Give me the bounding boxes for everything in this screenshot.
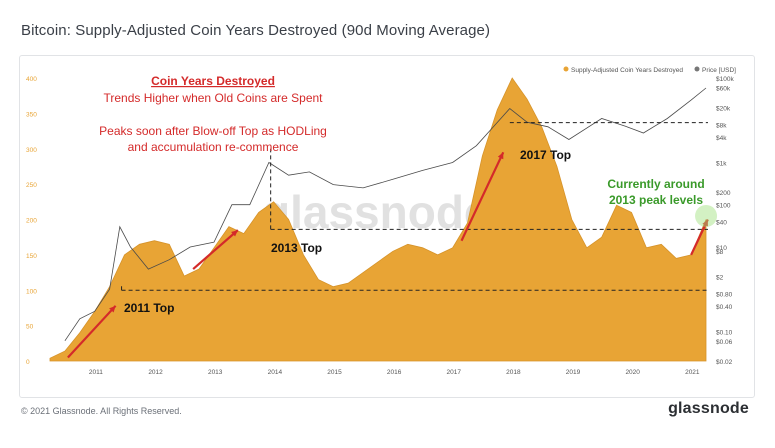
left-axis-tick-label: 300: [26, 147, 37, 154]
annotation-line2: Peaks soon after Blow-off Top as HODLing: [99, 124, 327, 138]
arrow-2017-head: [497, 152, 504, 160]
left-axis-tick-label: 50: [26, 324, 34, 331]
right-axis-tick-label: $8: [716, 249, 724, 256]
annotation-2011-top: 2011 Top: [124, 301, 174, 315]
arrow-2011-head: [109, 305, 116, 313]
right-axis-tick-label: $20k: [716, 106, 731, 113]
right-axis-tick-label: $60k: [716, 85, 731, 92]
right-axis-tick-label: $0.80: [716, 291, 733, 298]
right-axis-tick-label: $0.40: [716, 304, 733, 311]
right-axis-tick-label: $0.10: [716, 329, 733, 336]
annotation-current-1: Currently around: [607, 177, 704, 191]
right-axis-tick-label: $200: [716, 190, 731, 197]
x-axis-tick-label: 2018: [506, 369, 521, 376]
right-axis-tick-label: $10: [716, 245, 727, 252]
copyright-text: © 2021 Glassnode. All Rights Reserved.: [21, 406, 182, 416]
right-axis-tick-label: $100k: [716, 76, 734, 83]
arrow-2021-head: [702, 219, 708, 227]
left-axis-tick-label: 400: [26, 76, 37, 83]
arrow-2021: [690, 219, 709, 256]
x-axis-tick-label: 2020: [625, 369, 640, 376]
x-axis-tick-label: 2015: [327, 369, 342, 376]
x-axis-tick-label: 2014: [268, 369, 283, 376]
arrow-2013-head: [231, 230, 238, 237]
right-axis-tick-label: $0.02: [716, 359, 733, 366]
right-axis-tick-label: $2: [716, 275, 724, 282]
legend-label-price: Price [USD]: [702, 67, 736, 74]
annotation-2017-top: 2017 Top: [520, 148, 571, 162]
chart-frame: Supply-Adjusted Coin Years Destroyed Pric…: [19, 55, 755, 398]
legend-marker-price: [694, 66, 700, 72]
right-axis-tick-label: $40: [716, 220, 727, 227]
x-axis-tick-label: 2016: [387, 369, 402, 376]
arrow-2013: [192, 229, 239, 270]
annotation-line3: and accumulation re-commence: [128, 140, 299, 154]
x-axis-tick-label: 2012: [148, 369, 163, 376]
highlight-current: [695, 204, 718, 227]
left-axis-tick-label: 250: [26, 182, 37, 189]
arrow-2011: [67, 305, 117, 359]
arrow-2017: [460, 151, 505, 242]
annotation-line1: Trends Higher when Old Coins are Spent: [104, 91, 324, 105]
left-axis-tick-label: 150: [26, 253, 37, 260]
right-axis-tick-label: $1k: [716, 160, 727, 167]
left-axis-tick-label: 350: [26, 111, 37, 118]
right-axis-tick-label: $0.06: [716, 339, 733, 346]
right-axis-tick-label: $4k: [716, 135, 727, 142]
left-axis-tick-label: 100: [26, 288, 37, 295]
annotation-current-2: 2013 peak levels: [609, 193, 703, 207]
x-axis-tick-label: 2017: [447, 369, 462, 376]
x-axis-tick-label: 2019: [566, 369, 581, 376]
x-axis-tick-label: 2011: [89, 369, 103, 376]
watermark-text: glassnode: [262, 186, 490, 238]
x-axis-tick-label: 2013: [208, 369, 223, 376]
chart-svg: Supply-Adjusted Coin Years Destroyed Pric…: [26, 66, 736, 376]
legend-label-cyd: Supply-Adjusted Coin Years Destroyed: [571, 67, 683, 74]
right-axis-tick-label: $100: [716, 203, 731, 210]
glassnode-logo: glassnode: [668, 400, 749, 417]
left-axis-tick-label: 200: [26, 218, 37, 225]
chart-title: Bitcoin: Supply-Adjusted Coin Years Dest…: [21, 22, 491, 39]
series-line-price: [64, 87, 707, 342]
left-axis-tick-label: 0: [26, 359, 30, 366]
right-axis-tick-label: $8k: [716, 122, 727, 129]
legend-marker-cyd: [563, 66, 569, 72]
x-axis-tick-label: 2021: [685, 369, 700, 376]
annotation-heading: Coin Years Destroyed: [151, 74, 275, 88]
annotation-2013-top: 2013 Top: [271, 241, 322, 255]
